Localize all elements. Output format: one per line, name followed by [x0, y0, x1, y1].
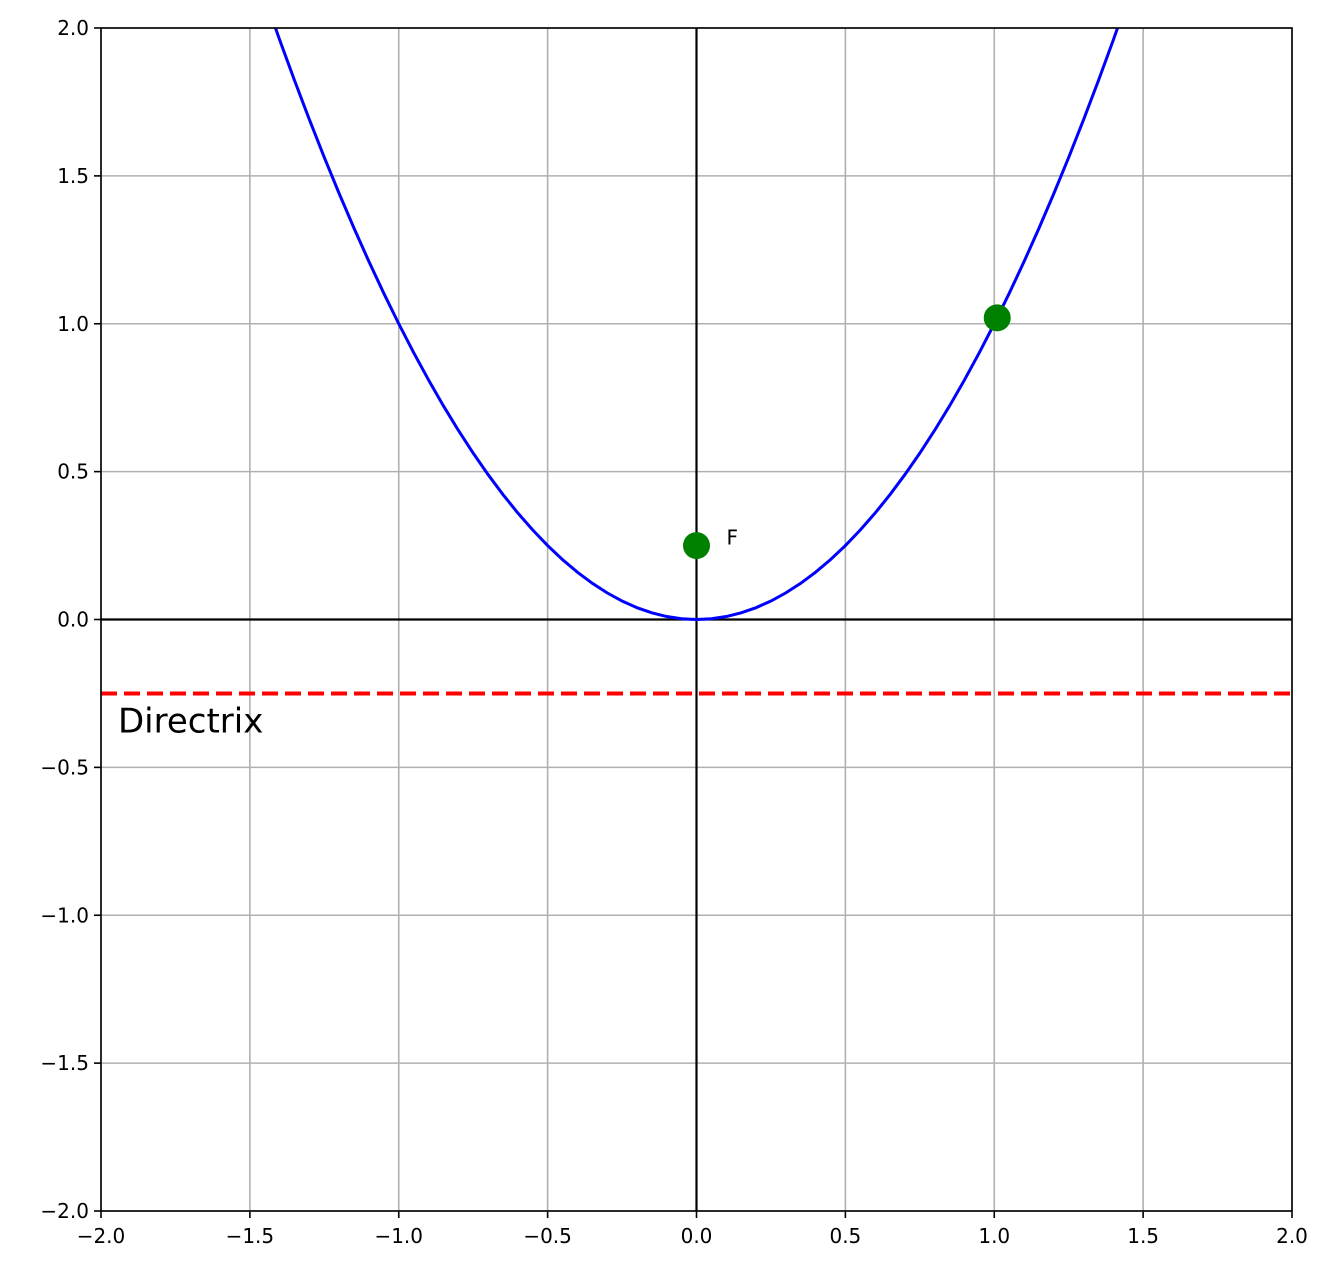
plot-frame — [100, 27, 1293, 1212]
x-tick-label: −0.5 — [523, 1224, 572, 1248]
y-tick-label: −0.5 — [40, 755, 89, 779]
x-tick-label: −1.5 — [226, 1224, 275, 1248]
y-tick-label: 0.5 — [57, 460, 89, 484]
directrix-label: Directrix — [118, 701, 263, 741]
x-tick-label: 0.0 — [681, 1224, 713, 1248]
y-tick-label: −2.0 — [40, 1199, 89, 1223]
y-tick-label: 1.5 — [57, 164, 89, 188]
y-tick-label: 2.0 — [57, 16, 89, 40]
x-tick-label: 1.5 — [1127, 1224, 1159, 1248]
x-tick-label: 2.0 — [1276, 1224, 1308, 1248]
y-tick-label: −1.0 — [40, 903, 89, 927]
x-tick-label: −1.0 — [374, 1224, 423, 1248]
y-tick-label: −1.5 — [40, 1051, 89, 1075]
y-tick-label: 0.0 — [57, 608, 89, 632]
x-tick-label: 1.0 — [978, 1224, 1010, 1248]
x-tick-label: 0.5 — [829, 1224, 861, 1248]
point — [683, 532, 710, 560]
x-tick-label: −2.0 — [77, 1224, 126, 1248]
point — [983, 304, 1011, 332]
y-tick-label: 1.0 — [57, 312, 89, 336]
point-label: F — [727, 526, 739, 550]
